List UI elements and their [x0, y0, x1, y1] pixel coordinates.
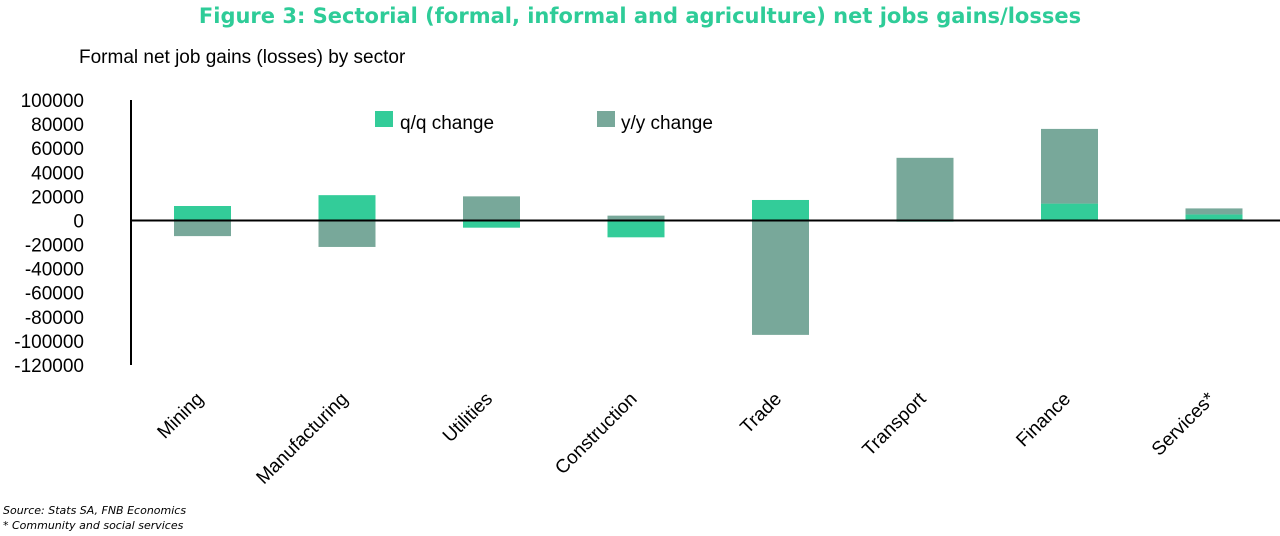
bar-qq-construction [607, 220, 665, 238]
bar-qq-finance [1041, 203, 1098, 221]
y-tick-label: 80000 [31, 115, 84, 136]
bar-yy-trade [752, 220, 809, 335]
y-tick-label: -100000 [14, 332, 84, 353]
x-category-label: Trade [737, 389, 786, 438]
bar-chart: 100000 80000 60000 40000 20000 0 -20000 -40000 -… [14, 91, 1280, 489]
y-tick-label: 20000 [31, 187, 84, 208]
legend-label: y/y change [621, 113, 713, 134]
x-category-label: Utilities [439, 389, 497, 447]
bar-yy-services [1185, 208, 1243, 215]
legend-swatch [597, 111, 615, 127]
y-tick-label: 0 [73, 211, 84, 232]
x-category-label: Construction [551, 389, 641, 479]
bar-qq-utilities [463, 220, 520, 228]
bar-yy-mining [174, 220, 231, 237]
x-category-label: Manufacturing [253, 389, 353, 489]
axes [130, 100, 1280, 365]
legend-swatch [375, 111, 393, 127]
bar-qq-mining [174, 206, 231, 221]
bar-yy-transport [896, 157, 954, 221]
services-footnote: * Community and social services [3, 519, 184, 532]
y-tick-label: -80000 [25, 308, 84, 329]
y-axis-ticks: 100000 80000 60000 40000 20000 0 -20000 -40000 -… [14, 91, 84, 377]
y-tick-label: 60000 [31, 139, 84, 160]
x-category-label: Transport [859, 388, 931, 460]
bar-qq-manufacturing [318, 195, 376, 221]
x-category-label: Mining [154, 389, 208, 443]
chart-title: Figure 3: Sectorial (formal, informal an… [198, 4, 1082, 28]
chart-subtitle: Formal net job gains (losses) by sector [79, 47, 406, 68]
bar-yy-construction [607, 215, 665, 221]
x-category-label: Services* [1148, 388, 1220, 460]
y-tick-label: 40000 [31, 163, 84, 184]
y-tick-label: -20000 [25, 236, 84, 257]
bar-qq-trade [752, 199, 809, 221]
x-category-label: Finance [1012, 389, 1075, 452]
bar-yy-finance [1041, 128, 1098, 204]
bars [174, 128, 1243, 335]
source-note: Source: Stats SA, FNB Economics [3, 504, 187, 517]
y-tick-label: -40000 [25, 260, 84, 281]
x-axis-labels: Mining Manufacturing Utilities Construction… [154, 388, 1220, 488]
legend: q/q change y/y change [375, 111, 713, 134]
y-tick-label: -120000 [14, 356, 84, 377]
legend-label: q/q change [400, 113, 494, 134]
bar-yy-manufacturing [318, 220, 376, 247]
y-tick-label: -60000 [25, 284, 84, 305]
bar-yy-utilities [463, 196, 520, 221]
y-tick-label: 100000 [21, 91, 84, 112]
bar-qq-services [1185, 214, 1243, 221]
